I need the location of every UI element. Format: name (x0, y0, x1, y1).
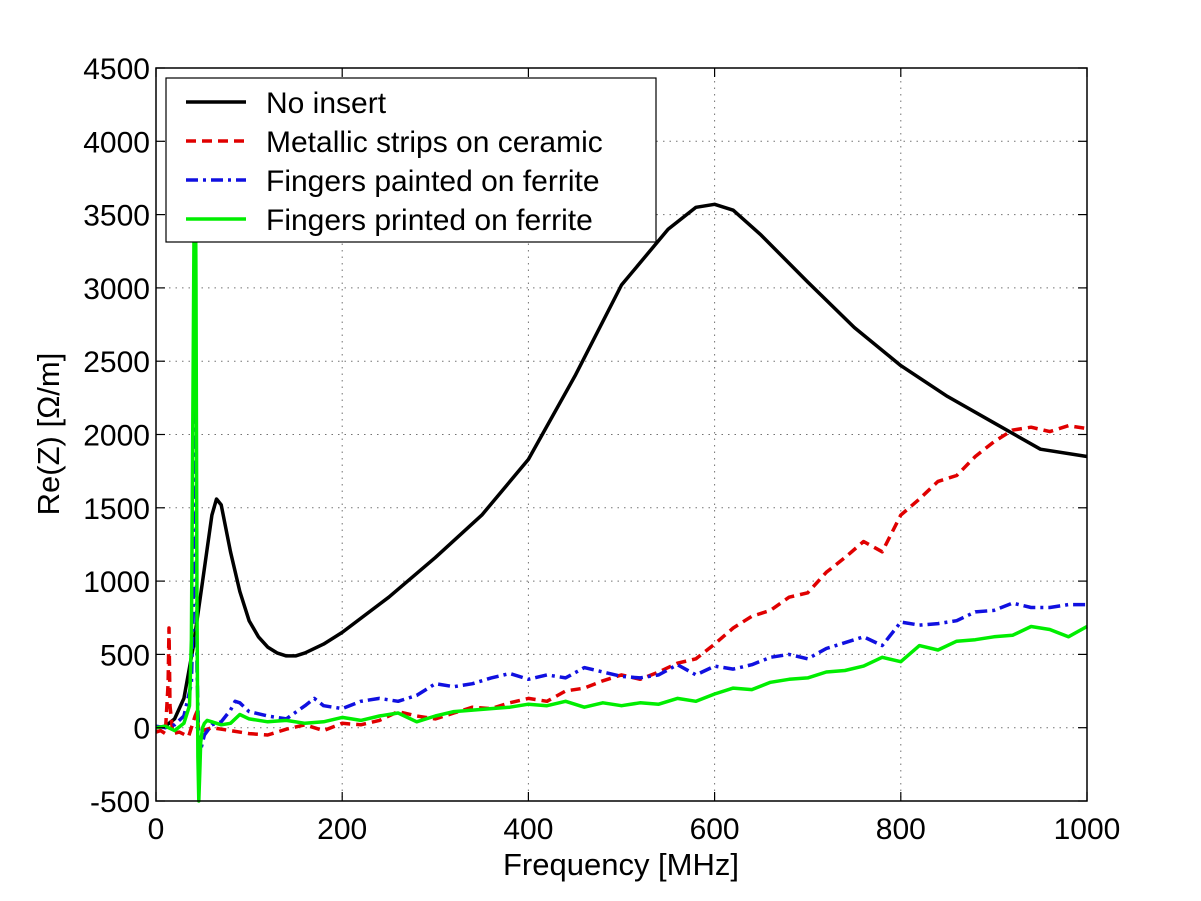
x-tick-label: 1000 (1054, 813, 1121, 846)
x-tick-label: 400 (503, 813, 553, 846)
series-line-0 (155, 202, 1088, 730)
y-tick-label: 2500 (83, 346, 150, 379)
y-tick-label: 4000 (83, 126, 150, 159)
axis-ticks (155, 67, 1088, 802)
y-tick-label: 1000 (83, 566, 150, 599)
legend-label-3: Fingers printed on ferrite (266, 204, 593, 237)
y-axis-label: Re(Z) [Ω/m] (31, 353, 66, 516)
x-axis-label: Frequency [MHz] (503, 847, 739, 882)
y-tick-label: 1500 (83, 493, 150, 526)
tick-labels: 0 200 400 600 800 1000-5000500100015002000250… (83, 53, 1120, 846)
series-line-3 (155, 110, 1088, 803)
y-tick-label: -500 (90, 786, 150, 819)
y-tick-label: 3500 (83, 200, 150, 233)
x-tick-label: 600 (690, 813, 740, 846)
legend-box (165, 77, 657, 243)
legend-label-2: Fingers painted on ferrite (266, 165, 600, 198)
legend-label-0: No insert (266, 87, 387, 120)
y-tick-label: 0 (133, 713, 150, 746)
x-tick-label: 0 (148, 813, 165, 846)
legend: No insert Metallic strips on ceramic Finge… (165, 77, 657, 243)
y-tick-label: 3000 (83, 273, 150, 306)
y-tick-label: 2000 (83, 420, 150, 453)
series-lines (155, 110, 1088, 803)
x-tick-label: 200 (317, 813, 367, 846)
x-tick-label: 800 (876, 813, 926, 846)
y-tick-label: 500 (100, 639, 150, 672)
legend-label-1: Metallic strips on ceramic (266, 126, 603, 159)
y-tick-label: 4500 (83, 53, 150, 86)
